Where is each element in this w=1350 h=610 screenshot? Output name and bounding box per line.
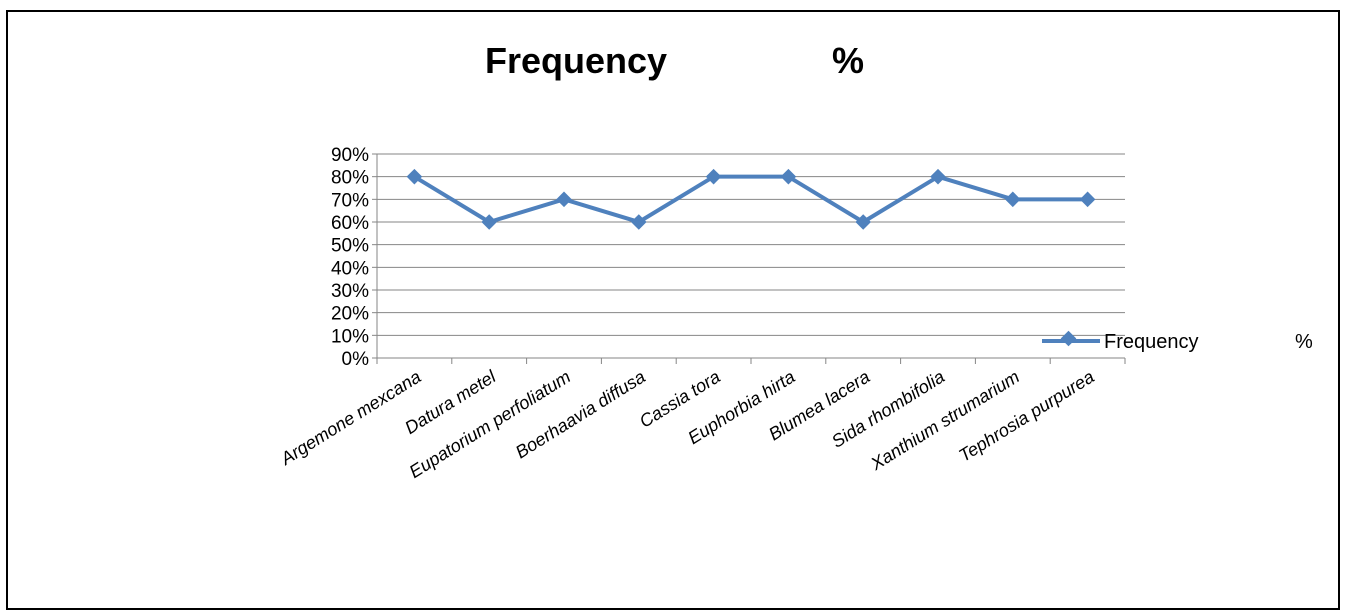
legend-label-suffix: % (1295, 331, 1313, 353)
axes (372, 153, 1126, 364)
y-tick-label: 10% (331, 326, 369, 347)
legend-label: Frequency (1104, 331, 1199, 353)
data-point (481, 214, 497, 230)
data-point (855, 214, 871, 230)
data-point (631, 214, 647, 230)
data-point (780, 168, 797, 185)
x-category-label: Boerhaavia diffusa (512, 366, 649, 462)
x-category-label: Argemone mexcana (276, 366, 424, 469)
y-tick-label: 70% (331, 190, 369, 211)
y-tick-label: 50% (331, 236, 369, 257)
legend-marker (1060, 330, 1077, 347)
legend: Frequency % (1042, 330, 1313, 353)
y-tick-label: 20% (331, 304, 369, 325)
chart-title: Frequency (485, 40, 667, 81)
x-category-label: Tephrosia purpurea (955, 366, 1097, 465)
series-line (413, 174, 1088, 224)
data-point (705, 168, 722, 185)
y-tick-label: 0% (342, 349, 370, 370)
gridlines (377, 153, 1125, 336)
data-point (930, 168, 946, 185)
data-point (1005, 191, 1021, 208)
data-point (406, 168, 423, 185)
data-series (406, 168, 1096, 230)
data-point (1079, 191, 1096, 208)
line-chart: Frequency % 0%10%20%30%40%50%60%70%80%90… (276, 40, 1313, 482)
y-tick-label: 80% (331, 168, 369, 189)
chart-frame (6, 10, 1340, 610)
y-tick-label: 40% (331, 258, 369, 279)
chart-title-suffix: % (832, 40, 864, 81)
y-tick-label: 30% (331, 281, 369, 302)
y-axis-ticks: 0%10%20%30%40%50%60%70%80%90% (331, 145, 369, 370)
data-point (556, 191, 572, 208)
y-tick-label: 60% (331, 213, 369, 234)
y-tick-label: 90% (331, 145, 369, 166)
